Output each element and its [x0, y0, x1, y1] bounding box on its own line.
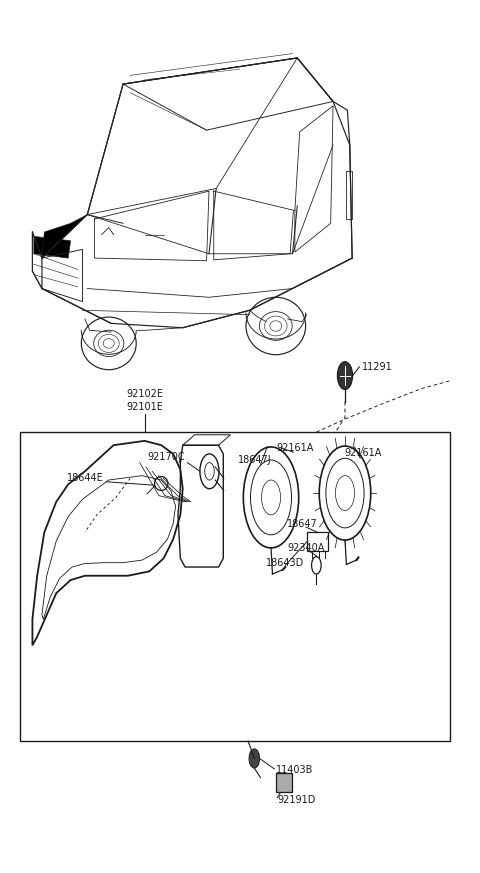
Text: 92161A: 92161A	[276, 443, 313, 453]
Text: 18647: 18647	[287, 519, 317, 529]
Bar	[307, 533, 328, 552]
Circle shape	[337, 361, 353, 389]
Bar	[347, 171, 352, 219]
Text: 18647J: 18647J	[238, 455, 271, 465]
Polygon shape	[34, 237, 71, 258]
Bar	[21, 432, 450, 741]
Text: 18644E: 18644E	[67, 473, 103, 484]
Circle shape	[249, 749, 260, 768]
Text: 92340A: 92340A	[288, 543, 325, 553]
Text: 92191D: 92191D	[277, 795, 315, 805]
Text: 92161A: 92161A	[344, 448, 382, 458]
Polygon shape	[42, 215, 87, 258]
Text: 92101E: 92101E	[126, 402, 163, 412]
Bar	[276, 773, 292, 793]
Text: 11291: 11291	[362, 362, 393, 372]
Text: 92102E: 92102E	[126, 388, 163, 399]
Text: 92170C: 92170C	[147, 452, 185, 463]
Text: 11403B: 11403B	[276, 765, 313, 775]
Text: 18643D: 18643D	[266, 558, 304, 567]
